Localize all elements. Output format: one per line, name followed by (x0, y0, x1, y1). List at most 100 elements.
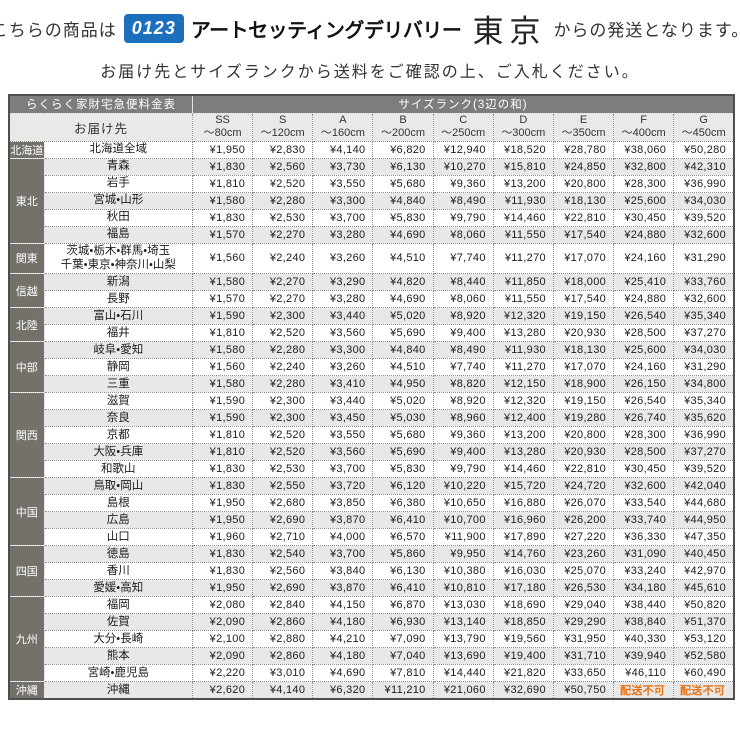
price-cell: ¥8,440 (432, 273, 494, 292)
price-cell: ¥12,320 (492, 307, 554, 326)
shipping-origin-notice: こちらの商品は 0123 アートセッティングデリバリー 東京 からの発送となりま… (0, 8, 740, 49)
rate-row: 大分・長崎 ¥2,100 ¥2,880 ¥4,210 ¥7,090 ¥13,790 ¥19,… (9, 630, 735, 649)
destination-cell: 和歌山 (43, 460, 193, 479)
price-cell: ¥3,870 (312, 511, 374, 530)
price-cell: ¥26,540 (613, 392, 675, 411)
price-cell: ¥1,950 (191, 511, 254, 530)
destination-cell: 奈良 (43, 409, 193, 428)
price-cell: ¥3,010 (252, 664, 314, 683)
price-cell: ¥9,360 (432, 174, 494, 193)
price-cell: ¥15,810 (492, 157, 554, 176)
price-cell: ¥40,450 (673, 545, 735, 564)
price-cell: ¥6,410 (372, 511, 434, 530)
price-cell: ¥25,600 (613, 341, 675, 360)
price-cell: ¥34,030 (673, 341, 735, 360)
price-cell: ¥24,880 (613, 290, 675, 309)
courier-logo-brand: アートセッティングデリバリー (190, 19, 462, 42)
price-cell: ¥2,080 (191, 596, 254, 615)
price-cell: ¥2,540 (252, 545, 314, 564)
price-cell: ¥1,810 (191, 324, 254, 343)
price-cell: ¥2,520 (252, 324, 314, 343)
price-cell: ¥11,930 (492, 341, 554, 360)
price-cell: ¥3,730 (312, 157, 374, 176)
rate-row: 山口 ¥1,960 ¥2,710 ¥4,000 ¥6,570 ¥11,900 ¥17,890… (9, 528, 735, 547)
rate-row: 九州 福岡 ¥2,080 ¥2,840 ¥4,150 ¥6,870 ¥13,030 ¥18,6… (8, 596, 735, 683)
price-cell: ¥2,830 (252, 140, 314, 159)
region-label: 関東 (8, 242, 45, 275)
rate-row: 信越 新潟 ¥1,580 ¥2,270 ¥3,290 ¥4,820 ¥8,440 ¥11,85… (8, 273, 735, 309)
price-cell: ¥2,090 (191, 613, 254, 632)
price-cell: ¥12,320 (492, 392, 554, 411)
price-cell: ¥4,690 (372, 225, 434, 244)
price-cell: ¥2,300 (252, 307, 314, 326)
rate-row: 愛媛・高知 ¥1,950 ¥2,690 ¥3,870 ¥6,410 ¥10,810 ¥17,… (9, 579, 735, 598)
price-cell: ¥1,950 (191, 579, 254, 598)
price-cell: ¥11,900 (432, 528, 494, 547)
price-cell: ¥1,810 (191, 174, 254, 193)
price-cell: ¥37,270 (673, 443, 735, 462)
price-cell: ¥1,830 (191, 208, 254, 227)
rate-row: 中国 鳥取・岡山 ¥1,830 ¥2,550 ¥3,720 ¥6,120 ¥10,220 ¥1… (8, 477, 735, 547)
price-cell: ¥15,720 (492, 477, 554, 496)
price-cell: ¥2,860 (252, 647, 314, 666)
price-cell: ¥19,280 (552, 409, 615, 428)
price-cell: ¥1,950 (191, 494, 254, 513)
price-cell: ¥11,210 (372, 681, 434, 700)
price-cell: ¥9,400 (432, 443, 494, 462)
price-cell: ¥2,270 (252, 290, 314, 309)
notice-prefix: こちらの商品は (0, 20, 117, 40)
price-cell: ¥3,550 (312, 426, 374, 445)
region-label: 四国 (8, 545, 45, 598)
price-cell: ¥31,290 (673, 242, 735, 275)
price-cell: ¥6,930 (372, 613, 434, 632)
price-cell: ¥3,700 (312, 545, 374, 564)
price-cell: ¥38,840 (613, 613, 675, 632)
price-cell: ¥3,280 (312, 225, 374, 244)
rate-row: 香川 ¥1,830 ¥2,560 ¥3,840 ¥6,130 ¥10,380 ¥16,030… (9, 562, 735, 581)
price-cell: ¥28,780 (552, 140, 615, 159)
bid-instruction: お届け先とサイズランクから送料をご確認の上、ご入札ください。 (100, 64, 640, 81)
price-cell: ¥36,330 (613, 528, 675, 547)
price-cell: ¥24,720 (552, 477, 615, 496)
price-cell: ¥31,290 (673, 358, 735, 377)
price-cell: ¥18,850 (492, 613, 554, 632)
price-cell: ¥4,140 (252, 681, 314, 700)
price-cell: ¥11,270 (492, 242, 554, 275)
destination-cell: 広島 (43, 511, 193, 530)
price-cell: ¥4,690 (312, 664, 374, 683)
column-header-E: E 〜350cm (552, 112, 615, 142)
price-cell: ¥19,150 (552, 392, 615, 411)
price-cell: ¥28,500 (613, 443, 675, 462)
price-cell: ¥6,130 (372, 562, 434, 581)
price-cell: ¥26,200 (552, 511, 615, 530)
price-cell: ¥3,440 (312, 392, 374, 411)
column-header-A: A 〜160cm (312, 112, 374, 142)
price-cell: ¥34,180 (613, 579, 675, 598)
price-cell: ¥8,490 (432, 341, 494, 360)
price-cell: ¥46,110 (613, 664, 675, 683)
rate-row: 静岡 ¥1,560 ¥2,240 ¥3,260 ¥4,510 ¥7,740 ¥11,270 ¥… (9, 358, 735, 377)
price-cell: ¥35,340 (673, 307, 735, 326)
destination-cell: 福井 (43, 324, 193, 343)
price-cell: ¥13,280 (492, 443, 554, 462)
price-cell: ¥2,280 (252, 191, 314, 210)
unavailable-cell: 配送不可 (673, 681, 735, 700)
price-cell: ¥51,370 (673, 613, 735, 632)
price-cell: ¥2,300 (252, 409, 314, 428)
price-cell: ¥1,830 (191, 460, 254, 479)
price-cell: ¥20,930 (552, 443, 615, 462)
price-cell: ¥30,450 (613, 460, 675, 479)
region-label: 東北 (8, 157, 45, 244)
rate-row: 宮城・山形 ¥1,580 ¥2,280 ¥3,300 ¥4,840 ¥8,490 ¥11,9… (9, 191, 735, 210)
price-cell: ¥1,570 (191, 225, 254, 244)
price-cell: ¥31,950 (552, 630, 615, 649)
destination-cell: 宮城・山形 (43, 191, 193, 210)
price-cell: ¥21,060 (432, 681, 494, 700)
price-cell: ¥19,400 (492, 647, 554, 666)
price-cell: ¥3,300 (312, 191, 374, 210)
price-cell: ¥8,820 (432, 375, 494, 394)
rate-row: 広島 ¥1,950 ¥2,690 ¥3,870 ¥6,410 ¥10,700 ¥16,960… (9, 511, 735, 530)
price-cell: ¥14,460 (492, 208, 554, 227)
price-cell: ¥2,280 (252, 375, 314, 394)
price-cell: ¥7,740 (432, 242, 494, 275)
